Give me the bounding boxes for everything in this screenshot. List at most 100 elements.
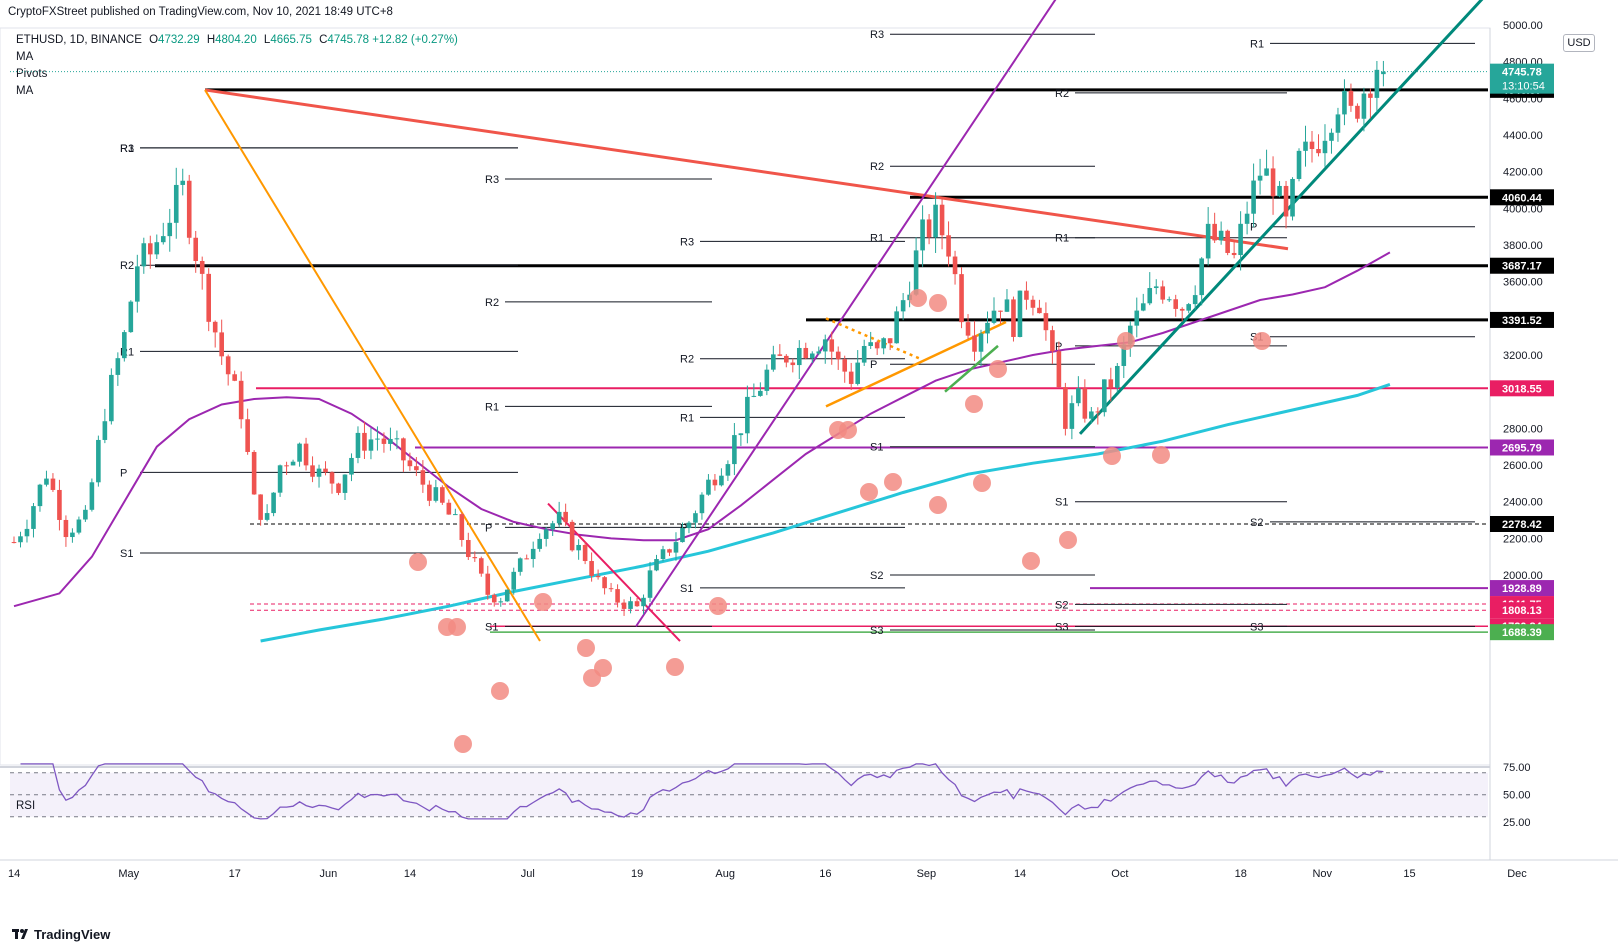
candle-body [122,332,127,359]
candle-body [1153,286,1159,289]
candle-body [848,371,854,384]
tradingview-logo[interactable]: TradingView [12,927,110,942]
price-tick-label: 2000.00 [1503,570,1543,582]
indicator-ma-2[interactable]: MA [16,85,34,97]
candle-body [576,544,581,551]
candle-body [323,468,328,473]
candle-body [965,322,971,336]
time-tick-label: Dec [1507,868,1527,880]
time-tick-label: 14 [1014,868,1026,880]
high-label: H [206,34,216,46]
candle-body [1192,295,1198,305]
candle-body [673,542,679,553]
candle-body [427,484,432,501]
candle-body [478,558,484,574]
symbol-label[interactable]: ETHUSD, 1D, BINANCE [16,34,142,46]
candle-body [1296,150,1302,179]
candle-body [11,542,17,544]
candle-body [589,561,594,576]
candle-body [900,300,906,312]
candle-body [381,438,387,444]
pivot-marker [1117,332,1135,350]
candle-body [1244,213,1250,224]
candle-body [784,355,789,363]
descending-trendline-red [204,88,1289,251]
candle-body [1368,93,1373,98]
pivot-label-s3: S3 [1055,621,1068,633]
time-tick-label: 15 [1403,868,1415,880]
candle-body [1102,379,1107,413]
candle-body [1166,299,1172,301]
price-tick-label: 3600.00 [1503,277,1543,289]
candle-body [394,438,400,440]
price-badge-label: 4745.78 [1502,67,1542,79]
candle-body [1322,140,1328,154]
candle-body [634,601,640,607]
candle-body [141,243,147,267]
pivot-marker [1103,447,1121,465]
candle-body [316,468,322,477]
candle-body [1283,185,1289,217]
candle-body [511,571,517,590]
pivot-marker [1022,552,1040,570]
candle-body [83,509,88,520]
pivot-marker [583,669,601,687]
candle-body [271,492,276,514]
candle-body [440,487,445,503]
candle-body [355,432,361,458]
candle-body [238,380,244,420]
candle-body [563,511,568,522]
candle-body [1063,387,1068,429]
candle-body [1238,223,1243,256]
candle-body [822,339,828,352]
pivot-label-s1: S1 [1055,497,1068,509]
candle-body [63,519,69,538]
candle-body [70,532,75,538]
candle-body [245,419,250,452]
pivot-marker [1152,446,1170,464]
price-badge [1490,602,1554,619]
price-badge [1490,63,1554,94]
candle-body [517,558,523,572]
rsi-tick-label: 50.00 [1503,790,1531,802]
candle-body [258,494,263,520]
price-tick-label: 4400.00 [1503,130,1543,142]
candle-body [972,335,977,352]
candle-body [998,310,1003,312]
ma200-line [260,382,1391,643]
candle-body [433,487,439,501]
pivot-label-s1: S1 [680,583,693,595]
pivot-marker [577,639,595,657]
indicator-pivots[interactable]: Pivots [16,68,48,80]
candle-body [1140,303,1146,311]
indicator-ma-1[interactable]: MA [16,51,34,63]
price-badge-countdown: 13:10:54 [1502,81,1545,93]
low-value: 4665.75 [270,34,312,46]
currency-button[interactable]: USD [1563,34,1595,52]
candle-body [329,472,335,484]
candle-body [284,465,289,467]
candle-body [1004,299,1010,312]
open-value: 4732.29 [158,34,200,46]
candle-body [1335,114,1341,133]
candle-body [1082,388,1088,419]
candle-body [550,523,555,530]
candle-body [868,342,873,346]
candle-body [1381,71,1386,75]
pivot-marker [1253,332,1271,350]
candle-body [1309,141,1315,150]
candle-body [1017,290,1023,337]
pivot-marker [929,496,947,514]
low-label: L [263,34,271,46]
price-tick-label: 3800.00 [1503,240,1543,252]
pivot-label-r1: R1 [1250,38,1264,50]
pivot-label-s1: S1 [870,442,883,454]
price-badge-label: 3391.52 [1502,315,1542,327]
candle-body [1089,411,1094,419]
candle-body [160,236,166,243]
candle-body [738,433,744,436]
pivot-marker [409,553,427,571]
pivot-label-r1: R1 [870,233,884,245]
candle-body [225,356,231,375]
